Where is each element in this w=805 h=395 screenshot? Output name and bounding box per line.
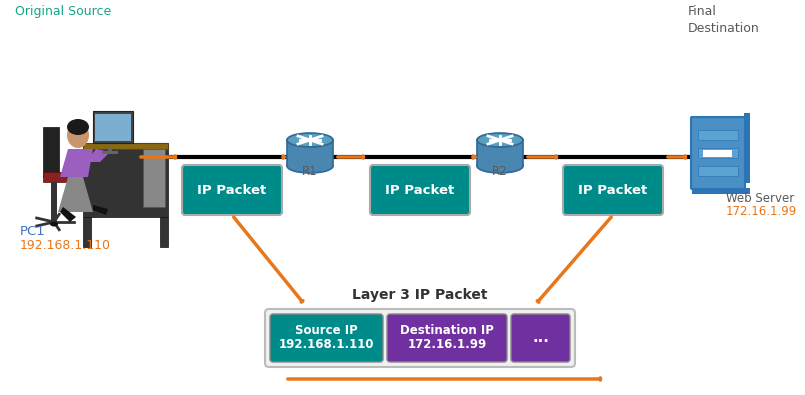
Text: 192.168.1.110: 192.168.1.110 <box>20 239 111 252</box>
Text: IP Packet: IP Packet <box>197 184 266 196</box>
Bar <box>477 140 523 166</box>
Bar <box>51 182 57 222</box>
Bar <box>83 143 168 149</box>
FancyBboxPatch shape <box>691 117 745 189</box>
Polygon shape <box>86 149 110 162</box>
Polygon shape <box>58 177 93 212</box>
Text: Original Source: Original Source <box>15 5 111 18</box>
Ellipse shape <box>287 133 333 147</box>
Text: Web Server: Web Server <box>726 192 795 205</box>
Text: IP Packet: IP Packet <box>578 184 648 196</box>
Text: ...: ... <box>532 331 549 346</box>
FancyBboxPatch shape <box>563 165 663 215</box>
Text: 192.168.1.110: 192.168.1.110 <box>279 339 374 352</box>
FancyBboxPatch shape <box>265 309 575 367</box>
Text: PC1: PC1 <box>20 225 46 238</box>
Ellipse shape <box>477 133 523 147</box>
Text: R2: R2 <box>492 165 508 178</box>
Bar <box>95 114 131 141</box>
Bar <box>160 217 168 247</box>
Polygon shape <box>60 149 93 177</box>
Bar <box>83 149 168 217</box>
Ellipse shape <box>67 122 89 148</box>
Text: R1: R1 <box>302 165 318 178</box>
FancyBboxPatch shape <box>270 314 383 362</box>
Bar <box>83 217 91 247</box>
Text: Final
Destination: Final Destination <box>688 5 760 35</box>
FancyBboxPatch shape <box>511 314 570 362</box>
Polygon shape <box>60 207 76 222</box>
Ellipse shape <box>50 222 58 226</box>
FancyBboxPatch shape <box>370 165 470 215</box>
Bar <box>108 148 112 153</box>
Text: Source IP: Source IP <box>295 324 358 337</box>
Ellipse shape <box>287 159 333 173</box>
Text: 172.16.1.99: 172.16.1.99 <box>407 339 487 352</box>
Bar <box>698 130 738 140</box>
Bar <box>287 140 333 166</box>
Bar <box>702 149 732 157</box>
FancyBboxPatch shape <box>387 314 507 362</box>
Bar <box>102 151 118 154</box>
Bar <box>43 172 73 182</box>
Text: Layer 3 IP Packet: Layer 3 IP Packet <box>353 288 488 302</box>
Bar <box>698 166 738 176</box>
Bar <box>93 111 133 143</box>
FancyBboxPatch shape <box>182 165 282 215</box>
Text: IP Packet: IP Packet <box>386 184 455 196</box>
Bar <box>692 188 750 194</box>
Text: 172.16.1.99: 172.16.1.99 <box>726 205 797 218</box>
Bar <box>744 113 750 183</box>
Ellipse shape <box>67 119 89 135</box>
Bar <box>43 127 59 177</box>
Polygon shape <box>93 205 108 215</box>
Ellipse shape <box>477 159 523 173</box>
Text: Destination IP: Destination IP <box>400 324 494 337</box>
Bar <box>143 149 165 207</box>
Bar <box>698 148 738 158</box>
